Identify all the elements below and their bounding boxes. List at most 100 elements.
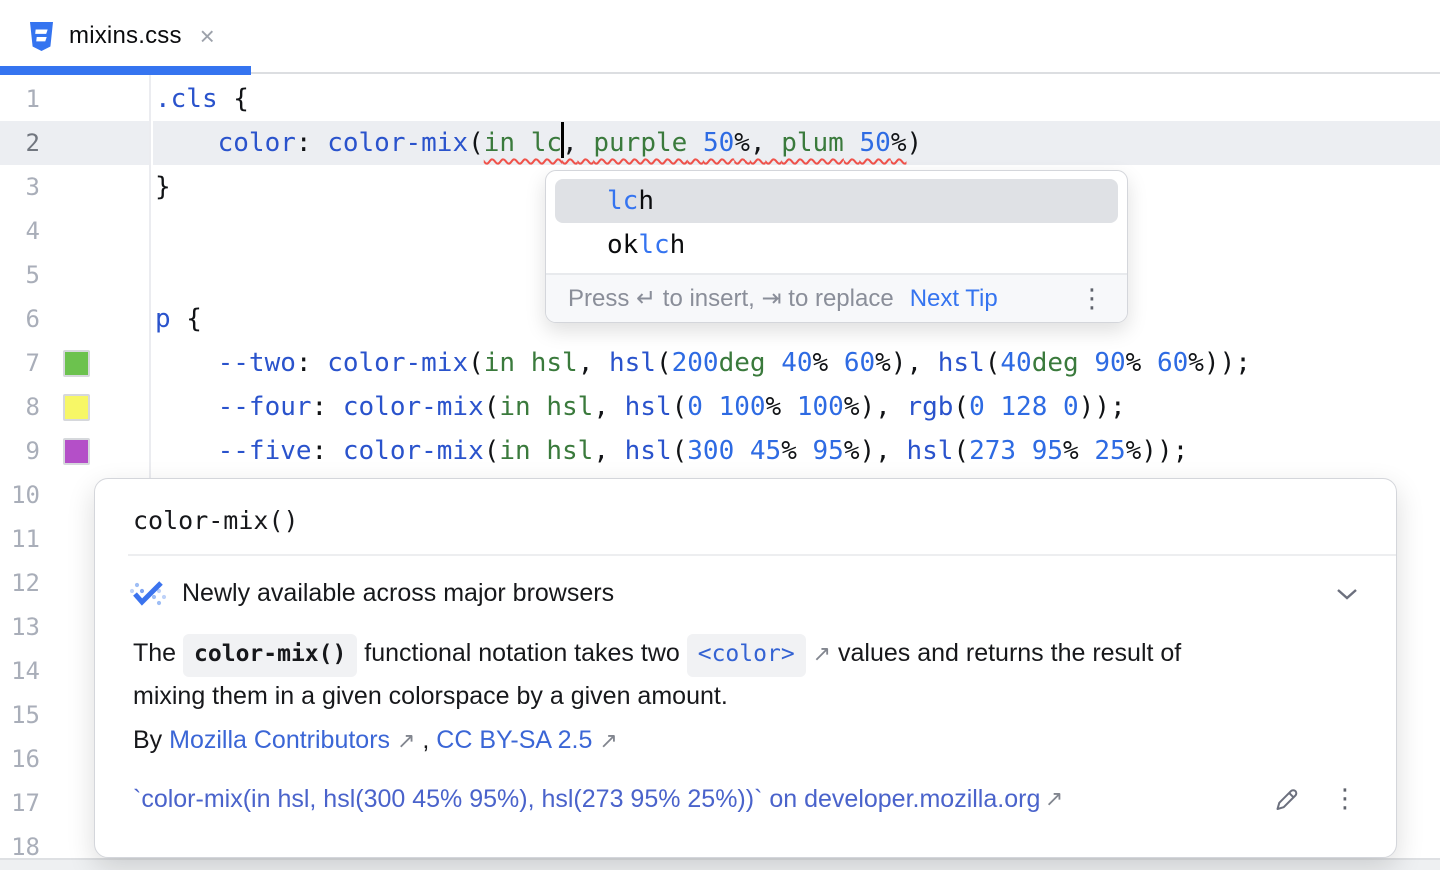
gutter-row[interactable]: 12 <box>0 561 149 605</box>
color-type-link-chip[interactable]: <color> <box>686 634 806 677</box>
color-swatch-icon[interactable] <box>63 349 90 377</box>
css-file-icon <box>28 21 55 52</box>
code-token: ( <box>953 392 970 422</box>
code-token: , <box>593 436 625 466</box>
next-tip-button[interactable]: Next Tip <box>909 284 998 312</box>
gutter-row[interactable]: 6 <box>0 297 149 341</box>
gutter-row[interactable]: 13 <box>0 605 149 649</box>
tab-mixins-css[interactable]: mixins.css × <box>0 0 251 72</box>
code-token: hsl <box>609 348 656 378</box>
gutter-row[interactable]: 16 <box>0 737 149 781</box>
text-caret <box>560 122 564 158</box>
code-token: { <box>170 304 202 334</box>
line-number[interactable]: 5 <box>25 261 40 289</box>
code-token: ( <box>671 436 688 466</box>
doc-title: color-mix() <box>133 506 299 535</box>
completion-item[interactable]: lch <box>555 179 1118 223</box>
code-token <box>155 128 218 158</box>
code-token: in lc <box>483 128 563 158</box>
line-number[interactable]: 15 <box>11 701 40 729</box>
baseline-status-row: Newly available across major browsers <box>129 579 1358 608</box>
code-token: 100 <box>796 392 844 422</box>
chevron-down-icon[interactable] <box>1336 588 1358 600</box>
code-token: 0 <box>969 392 985 422</box>
line-number[interactable]: 4 <box>25 217 40 245</box>
doc-byline: By Mozilla Contributors ↗ , CC BY-SA 2.5… <box>133 726 618 754</box>
code-token: in hsl <box>499 436 594 466</box>
code-token: ( <box>671 392 688 422</box>
code-token: %) <box>843 392 876 422</box>
line-number[interactable]: 17 <box>11 789 40 817</box>
license-link[interactable]: CC BY-SA 2.5 <box>436 726 593 754</box>
bottom-strip <box>0 858 1440 870</box>
line-number[interactable]: 13 <box>11 613 40 641</box>
gutter-row[interactable]: 5 <box>0 253 149 297</box>
code-token <box>734 436 750 466</box>
doc-paragraph-line1: The color-mix() functional notation take… <box>133 634 1358 677</box>
code-token: ( <box>468 348 484 378</box>
gutter-row[interactable]: 2 <box>0 121 149 165</box>
code-line[interactable]: p { <box>153 297 1440 341</box>
code-line[interactable]: color: color-mix(in lc, purple 50%, plum… <box>153 121 1440 165</box>
gutter-row[interactable]: 7 <box>0 341 149 385</box>
code-token <box>797 436 813 466</box>
line-number[interactable]: 16 <box>11 745 40 773</box>
line-number[interactable]: 7 <box>25 349 40 377</box>
code-token: ( <box>953 436 970 466</box>
line-number[interactable]: 6 <box>25 305 40 333</box>
completion-item[interactable]: oklch <box>555 223 1118 267</box>
code-token: color-mix <box>327 348 469 378</box>
documentation-popup: color-mix() Newly available across major… <box>94 478 1397 858</box>
code-token: ( <box>655 348 672 378</box>
baseline-label: Newly available across major browsers <box>182 579 615 607</box>
gutter-row[interactable]: 1 <box>0 77 149 121</box>
code-line[interactable]: --five: color-mix(in hsl, hsl(300 45% 95… <box>153 429 1440 473</box>
code-line[interactable]: .cls { <box>153 77 1440 121</box>
gutter-row[interactable]: 10 <box>0 473 149 517</box>
mdn-source-link[interactable]: `color-mix(in hsl, hsl(300 45% 95%), hsl… <box>133 784 1041 813</box>
kebab-menu-icon[interactable]: ⋮ <box>1079 283 1105 314</box>
code-token: --two <box>217 348 296 378</box>
line-number[interactable]: 1 <box>25 85 40 113</box>
code-token: % <box>1063 436 1079 466</box>
code-token: .cls <box>155 84 218 114</box>
code-token <box>1141 348 1157 378</box>
code-token: ( <box>984 348 1001 378</box>
kebab-menu-icon[interactable]: ⋮ <box>1332 784 1358 814</box>
edit-pencil-icon[interactable] <box>1273 786 1300 813</box>
code-token: %) <box>843 436 876 466</box>
code-line[interactable]: } <box>153 165 1440 209</box>
gutter-row[interactable]: 4 <box>0 209 149 253</box>
gutter-row[interactable]: 8 <box>0 385 149 429</box>
code-area[interactable]: .cls { color: color-mix(in lc, purple 50… <box>153 74 1440 870</box>
code-line[interactable]: --two: color-mix(in hsl, hsl(200deg 40% … <box>153 341 1440 385</box>
gutter-row[interactable]: 9 <box>0 429 149 473</box>
close-icon[interactable]: × <box>199 21 215 51</box>
line-number[interactable]: 10 <box>11 481 40 509</box>
gutter-row[interactable]: 3 <box>0 165 149 209</box>
code-line[interactable]: --four: color-mix(in hsl, hsl(0 100% 100… <box>153 385 1440 429</box>
tab-title: mixins.css <box>69 22 182 49</box>
gutter-row[interactable]: 11 <box>0 517 149 561</box>
gutter-row[interactable]: 18 <box>0 825 149 869</box>
line-number[interactable]: 11 <box>11 525 40 553</box>
gutter-row[interactable]: 14 <box>0 649 149 693</box>
gutter: 1 2 3 4 5 6 7 8 9 10 11 12 13 14 15 16 17 18 <box>0 74 151 870</box>
line-number[interactable]: 8 <box>25 393 40 421</box>
line-number[interactable]: 12 <box>11 569 40 597</box>
gutter-row[interactable]: 15 <box>0 693 149 737</box>
completion-item-text: lc <box>638 230 670 260</box>
mozilla-contributors-link[interactable]: Mozilla Contributors <box>169 726 391 754</box>
code-token: hsl <box>937 348 985 378</box>
color-swatch-icon[interactable] <box>63 437 90 465</box>
code-token: color-mix <box>342 436 484 466</box>
line-number[interactable]: 9 <box>25 437 40 465</box>
line-number[interactable]: 2 <box>25 129 40 157</box>
code-token: 95 <box>1031 436 1064 466</box>
color-swatch-icon[interactable] <box>63 393 90 421</box>
code-token <box>1079 436 1095 466</box>
line-number[interactable]: 3 <box>25 173 40 201</box>
line-number[interactable]: 18 <box>11 833 40 861</box>
gutter-row[interactable]: 17 <box>0 781 149 825</box>
line-number[interactable]: 14 <box>11 657 40 685</box>
